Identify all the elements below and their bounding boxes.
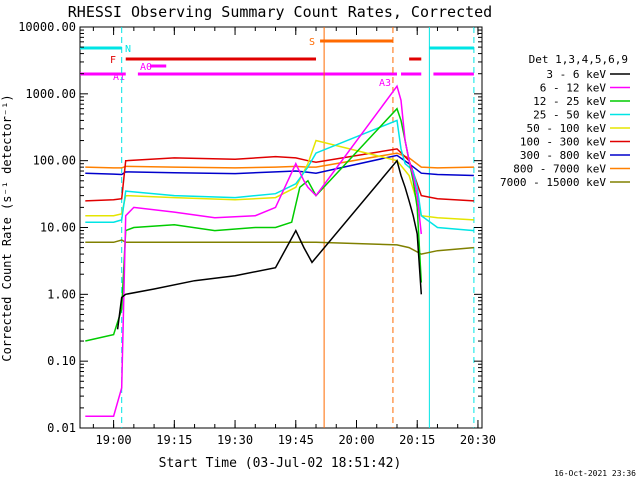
y-axis-label: Corrected Count Rate (s⁻¹ detector⁻¹) bbox=[0, 94, 14, 361]
x-tick-label: 19:00 bbox=[96, 433, 132, 447]
series-6to12keV-line bbox=[85, 84, 423, 417]
x-tick-label: 19:45 bbox=[278, 433, 314, 447]
y-tick-label: 0.10 bbox=[47, 354, 76, 368]
chart-title: RHESSI Observing Summary Count Rates, Co… bbox=[68, 3, 492, 21]
flag-label-n: N bbox=[125, 44, 131, 55]
legend-entry-label: 300 - 800 keV bbox=[520, 149, 606, 162]
legend-entry-label: 7000 - 15000 keV bbox=[500, 176, 606, 189]
plot-series bbox=[85, 84, 474, 417]
series-3to6keV-line bbox=[116, 159, 423, 330]
legend-entry-label: 3 - 6 keV bbox=[546, 68, 606, 81]
y-tick-label: 10.00 bbox=[40, 221, 76, 235]
y-tick-label: 10000.00 bbox=[18, 20, 76, 34]
y-tick-label: 100.00 bbox=[33, 154, 76, 168]
flag-label-s: S bbox=[309, 37, 315, 48]
series-800to7000keV-line bbox=[85, 152, 474, 169]
series-12to25keV-line bbox=[85, 107, 423, 342]
series-100to300keV-line bbox=[85, 148, 474, 202]
y-axis-ticks: 10000.00 1000.00 100.00 10.00 1.00 0.10 0.01 bbox=[18, 20, 482, 435]
legend-entry-label: 100 - 300 keV bbox=[520, 136, 606, 149]
series-7000to15000keV-line bbox=[85, 239, 474, 255]
flag-label-a3: A3 bbox=[379, 78, 391, 89]
flag-label-a0: A0 bbox=[140, 62, 152, 73]
legend-entry-label: 25 - 50 keV bbox=[533, 109, 606, 122]
legend-entry-label: 6 - 12 keV bbox=[540, 82, 607, 95]
flag-label-f: F bbox=[110, 55, 116, 66]
legend-entry-label: 12 - 25 keV bbox=[533, 95, 606, 108]
y-tick-label: 1000.00 bbox=[25, 87, 76, 101]
x-tick-label: 19:15 bbox=[156, 433, 192, 447]
series-25to50keV-line bbox=[85, 119, 474, 232]
y-tick-label: 0.01 bbox=[47, 421, 76, 435]
x-tick-label: 20:30 bbox=[460, 433, 496, 447]
x-tick-label: 20:15 bbox=[399, 433, 435, 447]
timestamp: 16-Oct-2021 23:36 bbox=[554, 469, 636, 478]
series-300to800keV-line bbox=[85, 154, 474, 177]
legend-title: Det 1,3,4,5,6,9 bbox=[529, 53, 628, 66]
y-tick-label: 1.00 bbox=[47, 287, 76, 301]
x-axis-label: Start Time (03-Jul-02 18:51:42) bbox=[159, 456, 402, 471]
x-tick-label: 19:30 bbox=[217, 433, 253, 447]
flag-label-a1: A1 bbox=[113, 72, 125, 83]
legend-entry-label: 800 - 7000 keV bbox=[513, 163, 606, 176]
x-tick-label: 20:00 bbox=[338, 433, 374, 447]
flag-bars: N S F A0 A1 A3 bbox=[80, 37, 474, 89]
x-axis-ticks: 19:00 19:15 19:30 19:45 20:00 20:15 20:30 bbox=[92, 27, 496, 447]
legend-entry-label: 50 - 100 keV bbox=[527, 122, 607, 135]
